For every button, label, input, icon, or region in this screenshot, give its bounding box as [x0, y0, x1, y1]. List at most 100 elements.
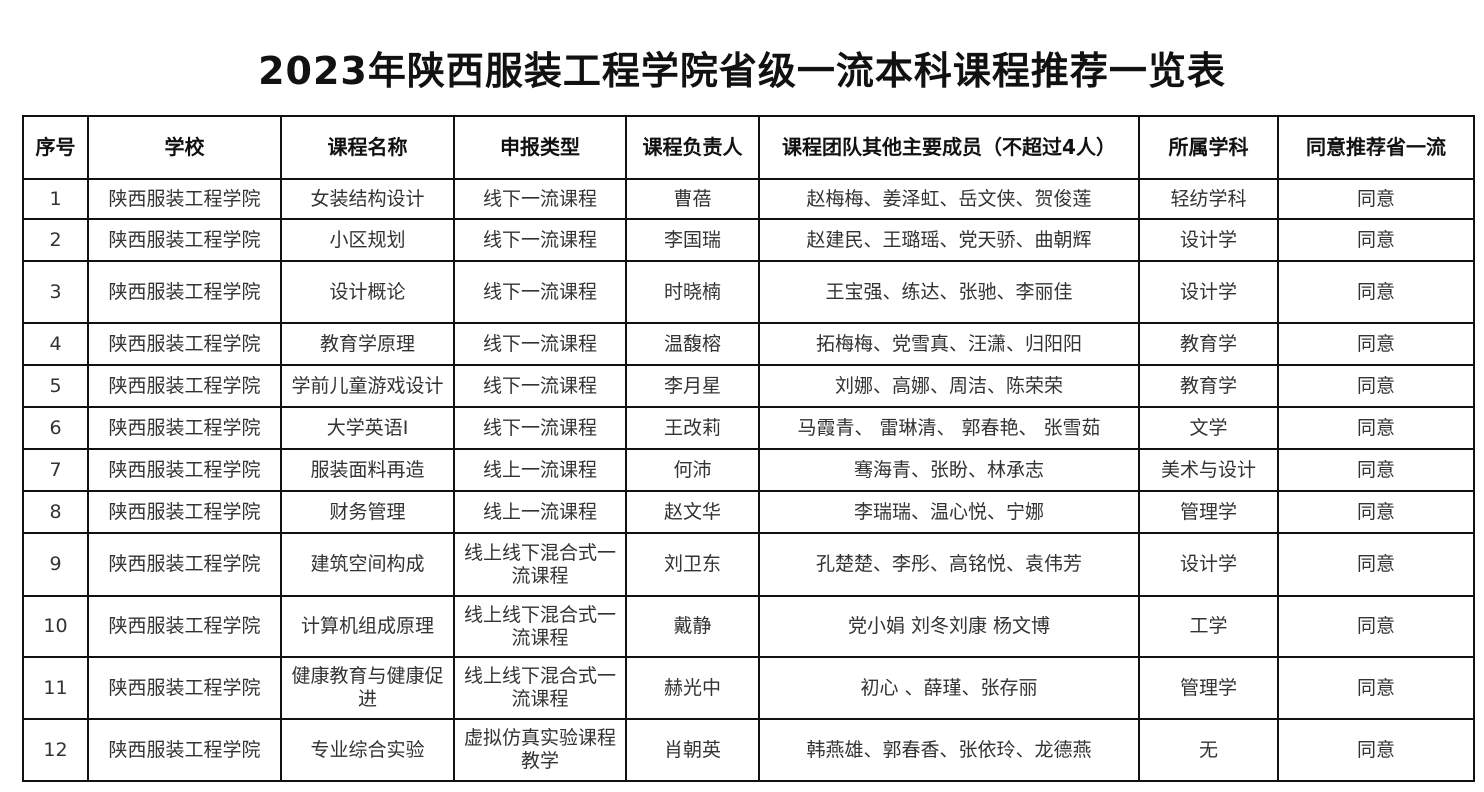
- header-recommend: 同意推荐省一流: [1277, 115, 1475, 180]
- cell-team-members: 初心 、薛瑾、张存丽: [758, 656, 1140, 720]
- cell-leader: 曹蓓: [625, 178, 760, 220]
- cell-course-name: 计算机组成原理: [280, 595, 455, 658]
- cell-recommend: 同意: [1277, 260, 1475, 324]
- cell-recommend: 同意: [1277, 364, 1475, 408]
- cell-leader: 温馥榕: [625, 322, 760, 366]
- cell-team-members: 韩燕雄、郭春香、张依玲、龙德燕: [758, 718, 1140, 782]
- cell-recommend: 同意: [1277, 322, 1475, 366]
- cell-type: 线下一流课程: [453, 260, 627, 324]
- cell-index: 12: [22, 718, 89, 782]
- table-row: 3 陕西服装工程学院 设计概论 线下一流课程 时晓楠 王宝强、练达、张驰、李丽佳 设计学 同意: [22, 260, 1475, 324]
- cell-team-members: 王宝强、练达、张驰、李丽佳: [758, 260, 1140, 324]
- cell-index: 3: [22, 260, 89, 324]
- cell-discipline: 无: [1138, 718, 1279, 782]
- cell-index: 9: [22, 532, 89, 597]
- cell-team-members: 骞海青、张盼、林承志: [758, 448, 1140, 492]
- table-row: 11 陕西服装工程学院 健康教育与健康促进 线上线下混合式一流课程 赫光中 初心 、薛瑾、…: [22, 656, 1475, 720]
- cell-type: 线下一流课程: [453, 178, 627, 220]
- cell-type: 线上线下混合式一流课程: [453, 656, 627, 720]
- cell-leader: 李国瑞: [625, 218, 760, 262]
- cell-discipline: 教育学: [1138, 322, 1279, 366]
- table-row: 12 陕西服装工程学院 专业综合实验 虚拟仿真实验课程教学 肖朝英 韩燕雄、郭春香、张依玲…: [22, 718, 1475, 782]
- cell-index: 4: [22, 322, 89, 366]
- table-row: 1 陕西服装工程学院 女装结构设计 线下一流课程 曹蓓 赵梅梅、姜泽虹、岳文侠、贺俊莲 轻纺…: [22, 178, 1475, 220]
- cell-school: 陕西服装工程学院: [87, 218, 282, 262]
- header-school: 学校: [87, 115, 282, 180]
- cell-course-name: 小区规划: [280, 218, 455, 262]
- header-team-members: 课程团队其他主要成员（不超过4人）: [758, 115, 1140, 180]
- cell-team-members: 孔楚楚、李彤、高铭悦、袁伟芳: [758, 532, 1140, 597]
- cell-index: 5: [22, 364, 89, 408]
- cell-discipline: 管理学: [1138, 656, 1279, 720]
- cell-team-members: 马霞青、 雷琳清、 郭春艳、 张雪茹: [758, 406, 1140, 450]
- cell-course-name: 财务管理: [280, 490, 455, 534]
- cell-discipline: 设计学: [1138, 218, 1279, 262]
- cell-discipline: 轻纺学科: [1138, 178, 1279, 220]
- cell-school: 陕西服装工程学院: [87, 595, 282, 658]
- course-table: 序号 学校 课程名称 申报类型 课程负责人 课程团队其他主要成员（不超过4人） 所属学科 同意…: [22, 115, 1475, 782]
- cell-school: 陕西服装工程学院: [87, 406, 282, 450]
- cell-discipline: 美术与设计: [1138, 448, 1279, 492]
- table-row: 10 陕西服装工程学院 计算机组成原理 线上线下混合式一流课程 戴静 党小娟 刘冬刘康 杨…: [22, 595, 1475, 658]
- cell-type: 线上线下混合式一流课程: [453, 595, 627, 658]
- cell-discipline: 教育学: [1138, 364, 1279, 408]
- cell-type: 线下一流课程: [453, 406, 627, 450]
- cell-course-name: 大学英语Ⅰ: [280, 406, 455, 450]
- cell-recommend: 同意: [1277, 406, 1475, 450]
- cell-leader: 赵文华: [625, 490, 760, 534]
- cell-recommend: 同意: [1277, 218, 1475, 262]
- cell-discipline: 工学: [1138, 595, 1279, 658]
- header-index: 序号: [22, 115, 89, 180]
- cell-type: 线上一流课程: [453, 448, 627, 492]
- header-discipline: 所属学科: [1138, 115, 1279, 180]
- cell-leader: 王改莉: [625, 406, 760, 450]
- cell-course-name: 健康教育与健康促进: [280, 656, 455, 720]
- cell-recommend: 同意: [1277, 718, 1475, 782]
- cell-leader: 戴静: [625, 595, 760, 658]
- table-row: 4 陕西服装工程学院 教育学原理 线下一流课程 温馥榕 拓梅梅、党雪真、汪潇、归阳阳 教育学…: [22, 322, 1475, 366]
- cell-course-name: 专业综合实验: [280, 718, 455, 782]
- header-course-name: 课程名称: [280, 115, 455, 180]
- table-row: 2 陕西服装工程学院 小区规划 线下一流课程 李国瑞 赵建民、王璐瑶、党天骄、曲朝辉 设计学…: [22, 218, 1475, 262]
- cell-discipline: 文学: [1138, 406, 1279, 450]
- cell-type: 线下一流课程: [453, 364, 627, 408]
- cell-type: 线下一流课程: [453, 322, 627, 366]
- table-row: 5 陕西服装工程学院 学前儿童游戏设计 线下一流课程 李月星 刘娜、高娜、周洁、陈荣荣 教育…: [22, 364, 1475, 408]
- table-row: 6 陕西服装工程学院 大学英语Ⅰ 线下一流课程 王改莉 马霞青、 雷琳清、 郭春艳、 张雪…: [22, 406, 1475, 450]
- cell-leader: 赫光中: [625, 656, 760, 720]
- cell-discipline: 设计学: [1138, 532, 1279, 597]
- cell-course-name: 设计概论: [280, 260, 455, 324]
- cell-course-name: 建筑空间构成: [280, 532, 455, 597]
- cell-team-members: 李瑞瑞、温心悦、宁娜: [758, 490, 1140, 534]
- cell-leader: 李月星: [625, 364, 760, 408]
- cell-index: 1: [22, 178, 89, 220]
- cell-recommend: 同意: [1277, 490, 1475, 534]
- cell-index: 11: [22, 656, 89, 720]
- cell-index: 10: [22, 595, 89, 658]
- cell-school: 陕西服装工程学院: [87, 448, 282, 492]
- cell-recommend: 同意: [1277, 656, 1475, 720]
- cell-leader: 肖朝英: [625, 718, 760, 782]
- cell-index: 8: [22, 490, 89, 534]
- cell-discipline: 设计学: [1138, 260, 1279, 324]
- cell-index: 6: [22, 406, 89, 450]
- cell-discipline: 管理学: [1138, 490, 1279, 534]
- header-leader: 课程负责人: [625, 115, 760, 180]
- header-row: 序号 学校 课程名称 申报类型 课程负责人 课程团队其他主要成员（不超过4人） 所属学科 同意…: [22, 115, 1475, 180]
- cell-course-name: 服装面料再造: [280, 448, 455, 492]
- cell-team-members: 党小娟 刘冬刘康 杨文博: [758, 595, 1140, 658]
- cell-school: 陕西服装工程学院: [87, 656, 282, 720]
- cell-leader: 时晓楠: [625, 260, 760, 324]
- cell-recommend: 同意: [1277, 178, 1475, 220]
- cell-school: 陕西服装工程学院: [87, 490, 282, 534]
- cell-type: 虚拟仿真实验课程教学: [453, 718, 627, 782]
- cell-school: 陕西服装工程学院: [87, 364, 282, 408]
- cell-index: 2: [22, 218, 89, 262]
- cell-team-members: 拓梅梅、党雪真、汪潇、归阳阳: [758, 322, 1140, 366]
- cell-school: 陕西服装工程学院: [87, 718, 282, 782]
- table-row: 8 陕西服装工程学院 财务管理 线上一流课程 赵文华 李瑞瑞、温心悦、宁娜 管理学 同意: [22, 490, 1475, 534]
- table-row: 9 陕西服装工程学院 建筑空间构成 线上线下混合式一流课程 刘卫东 孔楚楚、李彤、高铭悦、…: [22, 532, 1475, 597]
- cell-school: 陕西服装工程学院: [87, 532, 282, 597]
- cell-course-name: 教育学原理: [280, 322, 455, 366]
- page-title: 2023年陕西服装工程学院省级一流本科课程推荐一览表: [258, 49, 1226, 93]
